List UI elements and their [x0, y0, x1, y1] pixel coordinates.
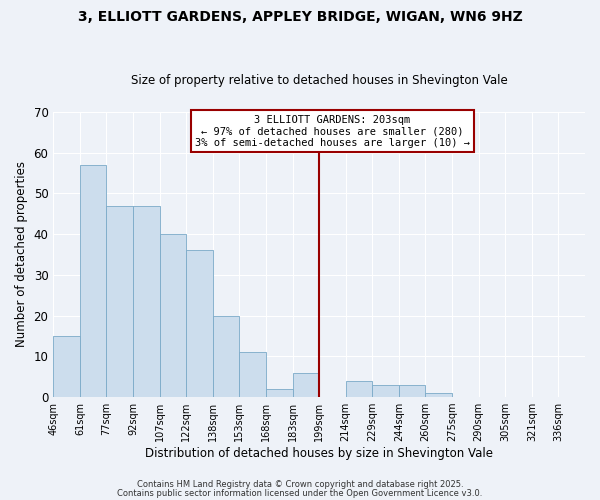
Title: Size of property relative to detached houses in Shevington Vale: Size of property relative to detached ho…	[131, 74, 508, 87]
Bar	[160, 234, 186, 397]
Bar	[399, 385, 425, 397]
X-axis label: Distribution of detached houses by size in Shevington Vale: Distribution of detached houses by size …	[145, 447, 493, 460]
Bar	[239, 352, 266, 397]
Bar	[53, 336, 80, 397]
Text: 3 ELLIOTT GARDENS: 203sqm
← 97% of detached houses are smaller (280)
3% of semi-: 3 ELLIOTT GARDENS: 203sqm ← 97% of detac…	[195, 114, 470, 148]
Bar	[80, 165, 106, 397]
Bar	[373, 385, 399, 397]
Bar	[213, 316, 239, 397]
Text: Contains HM Land Registry data © Crown copyright and database right 2025.: Contains HM Land Registry data © Crown c…	[137, 480, 463, 489]
Y-axis label: Number of detached properties: Number of detached properties	[15, 162, 28, 348]
Text: Contains public sector information licensed under the Open Government Licence v3: Contains public sector information licen…	[118, 489, 482, 498]
Bar	[133, 206, 160, 397]
Bar	[293, 372, 319, 397]
Bar	[106, 206, 133, 397]
Bar	[266, 389, 293, 397]
Bar	[425, 393, 452, 397]
Bar	[346, 381, 373, 397]
Bar	[186, 250, 213, 397]
Text: 3, ELLIOTT GARDENS, APPLEY BRIDGE, WIGAN, WN6 9HZ: 3, ELLIOTT GARDENS, APPLEY BRIDGE, WIGAN…	[77, 10, 523, 24]
